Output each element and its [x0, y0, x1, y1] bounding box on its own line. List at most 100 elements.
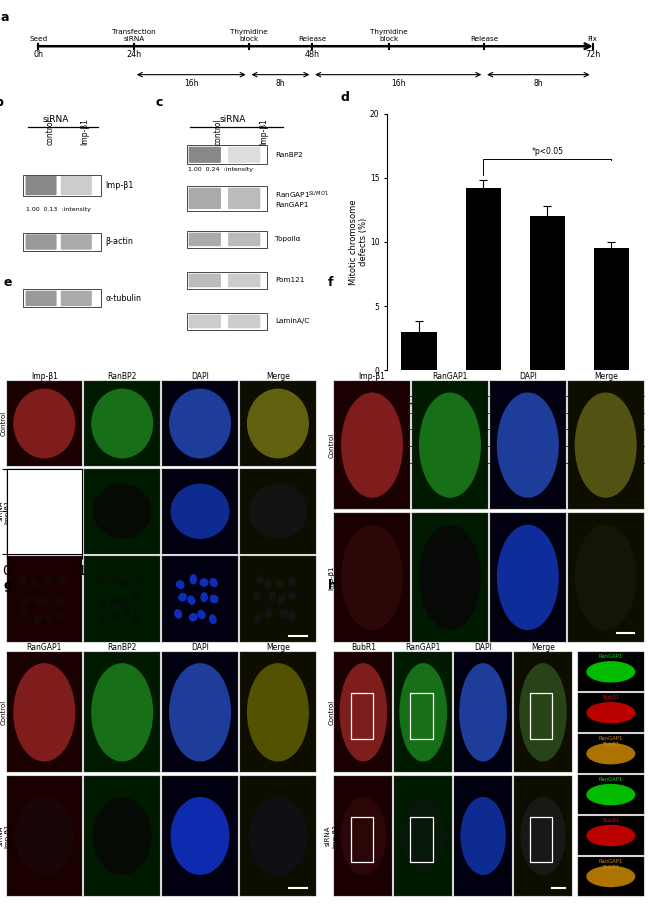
Text: α-tubulin: α-tubulin [105, 294, 141, 303]
Ellipse shape [112, 613, 120, 623]
Ellipse shape [575, 525, 637, 630]
FancyBboxPatch shape [188, 187, 221, 209]
Ellipse shape [188, 613, 198, 622]
Title: DAPI: DAPI [191, 372, 209, 381]
Ellipse shape [21, 597, 31, 605]
Text: Imp-β1: Imp-β1 [105, 181, 134, 190]
Text: Seed: Seed [29, 36, 47, 43]
Ellipse shape [187, 595, 196, 605]
Ellipse shape [419, 393, 481, 498]
Ellipse shape [21, 608, 29, 618]
Ellipse shape [136, 576, 144, 585]
FancyBboxPatch shape [188, 273, 221, 287]
FancyBboxPatch shape [61, 234, 92, 250]
Ellipse shape [497, 393, 559, 498]
FancyBboxPatch shape [228, 233, 261, 246]
Ellipse shape [42, 595, 50, 605]
Y-axis label: siRNA
Imp-β1: siRNA Imp-β1 [0, 499, 10, 523]
Text: 48h: 48h [305, 50, 320, 59]
Ellipse shape [339, 663, 387, 761]
Text: +: + [597, 416, 605, 426]
Title: BubR1: BubR1 [351, 643, 376, 653]
Title: RanBP2: RanBP2 [107, 643, 137, 653]
Ellipse shape [198, 610, 206, 619]
Text: Imp-β1: Imp-β1 [259, 119, 268, 145]
Ellipse shape [288, 592, 297, 600]
Ellipse shape [460, 797, 506, 875]
Ellipse shape [575, 393, 637, 498]
Ellipse shape [44, 613, 51, 623]
Ellipse shape [519, 663, 567, 761]
FancyBboxPatch shape [25, 234, 57, 250]
Ellipse shape [15, 797, 74, 875]
FancyBboxPatch shape [228, 315, 261, 329]
Text: control: control [46, 119, 55, 145]
Title: RanBP2: RanBP2 [107, 372, 137, 381]
Text: Fix: Fix [588, 36, 597, 43]
Bar [350, 816, 372, 862]
Bar [187, 186, 267, 211]
Ellipse shape [34, 596, 43, 605]
Ellipse shape [279, 609, 288, 618]
Title: Merge: Merge [531, 643, 555, 653]
Y-axis label: Control: Control [1, 411, 7, 436]
Ellipse shape [31, 578, 38, 588]
FancyBboxPatch shape [25, 291, 57, 306]
Ellipse shape [121, 579, 129, 588]
Ellipse shape [176, 580, 185, 589]
Text: 8h: 8h [534, 80, 543, 89]
FancyBboxPatch shape [61, 176, 92, 195]
Ellipse shape [33, 615, 42, 624]
Text: BubR1: BubR1 [602, 818, 619, 823]
Ellipse shape [122, 609, 131, 617]
FancyBboxPatch shape [61, 291, 92, 306]
Ellipse shape [254, 614, 261, 624]
Bar [350, 693, 372, 738]
Text: 16h: 16h [184, 80, 198, 89]
Text: +: + [471, 416, 480, 426]
Ellipse shape [586, 824, 635, 846]
Text: control: control [213, 119, 222, 145]
Ellipse shape [247, 388, 309, 459]
Text: +: + [597, 449, 605, 459]
Text: Thymidine
block: Thymidine block [370, 29, 408, 43]
Text: 1.00  0.13  :intensity: 1.00 0.13 :intensity [26, 207, 91, 213]
Title: Imp-β1: Imp-β1 [359, 372, 385, 381]
Ellipse shape [131, 593, 140, 601]
Y-axis label: Imp-β1: Imp-β1 [328, 565, 335, 590]
Text: siRNA control: siRNA control [273, 402, 315, 406]
Bar [23, 290, 101, 308]
Y-axis label: Mitotic chromosome
defects (%): Mitotic chromosome defects (%) [349, 199, 369, 285]
Text: Pom121: Pom121 [275, 278, 304, 283]
Text: +: + [534, 416, 542, 426]
Ellipse shape [275, 579, 284, 587]
Ellipse shape [174, 609, 182, 619]
Ellipse shape [178, 593, 187, 602]
Bar [530, 216, 565, 370]
Ellipse shape [341, 393, 403, 498]
Ellipse shape [264, 579, 272, 589]
Ellipse shape [169, 388, 231, 459]
Title: RanGAP1: RanGAP1 [432, 372, 467, 381]
Ellipse shape [190, 575, 197, 585]
Text: BubR1: BubR1 [602, 695, 619, 700]
Ellipse shape [200, 592, 208, 603]
Y-axis label: siRNA
Imp-β1: siRNA Imp-β1 [0, 824, 10, 848]
Bar [23, 175, 101, 196]
FancyBboxPatch shape [25, 176, 57, 195]
Y-axis label: Control: Control [1, 700, 7, 725]
Ellipse shape [419, 525, 481, 630]
Title: DAPI: DAPI [519, 372, 537, 381]
Bar [410, 693, 432, 738]
FancyBboxPatch shape [228, 147, 261, 163]
Text: β-actin: β-actin [105, 237, 133, 246]
Ellipse shape [55, 611, 64, 620]
Ellipse shape [13, 663, 75, 761]
FancyBboxPatch shape [228, 187, 261, 209]
Text: 0h: 0h [33, 50, 44, 59]
Ellipse shape [96, 575, 105, 584]
Text: +: + [409, 399, 417, 409]
Ellipse shape [341, 797, 386, 875]
Ellipse shape [170, 483, 229, 539]
Ellipse shape [209, 578, 218, 587]
